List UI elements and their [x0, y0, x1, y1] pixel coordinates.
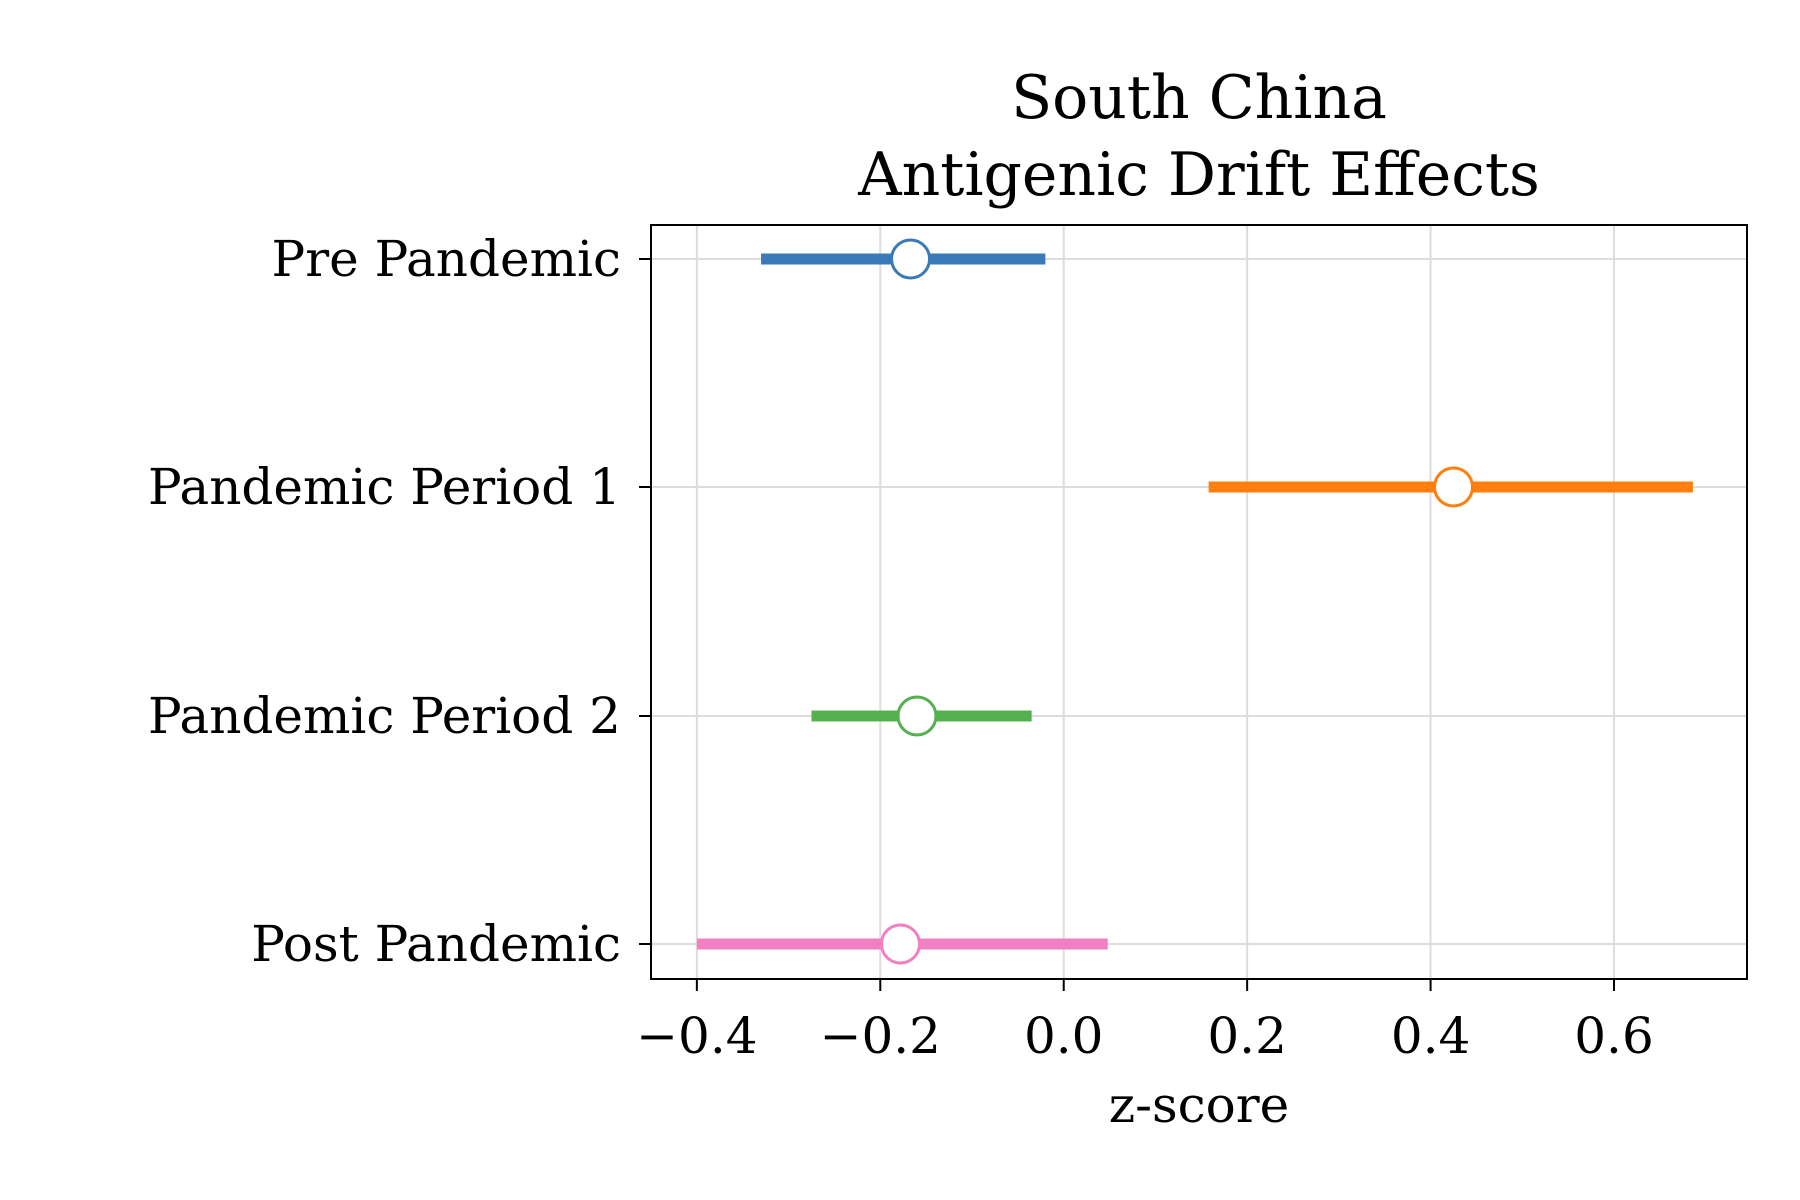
plot-area-frame — [650, 224, 1748, 980]
point-estimate — [896, 695, 938, 737]
interval-marks — [696, 238, 1693, 965]
point-estimate — [879, 923, 921, 965]
chart-title-line-1: South China — [1011, 63, 1387, 133]
y-category-label: Pandemic Period 2 — [148, 687, 621, 745]
y-category-label: Post Pandemic — [251, 915, 621, 973]
x-axis-label: z-score — [1109, 1076, 1290, 1134]
y-category-label: Pandemic Period 1 — [148, 458, 621, 516]
axis-ticks: −0.4 −0.2 0.0 0.2 0.4 0.6 Pre Pandemic Pandemic… — [148, 230, 1654, 1065]
x-tick-label: 0.6 — [1574, 1007, 1654, 1065]
x-tick-label: −0.2 — [820, 1007, 941, 1065]
x-tick-label: 0.2 — [1207, 1007, 1287, 1065]
chart-title-line-2: Antigenic Drift Effects — [857, 140, 1540, 210]
y-category-label: Pre Pandemic — [272, 230, 621, 288]
x-tick-label: 0.0 — [1024, 1007, 1104, 1065]
x-tick-label: −0.4 — [636, 1007, 757, 1065]
x-tick-label: 0.4 — [1391, 1007, 1471, 1065]
point-estimate — [890, 238, 932, 280]
point-estimate — [1433, 466, 1475, 508]
